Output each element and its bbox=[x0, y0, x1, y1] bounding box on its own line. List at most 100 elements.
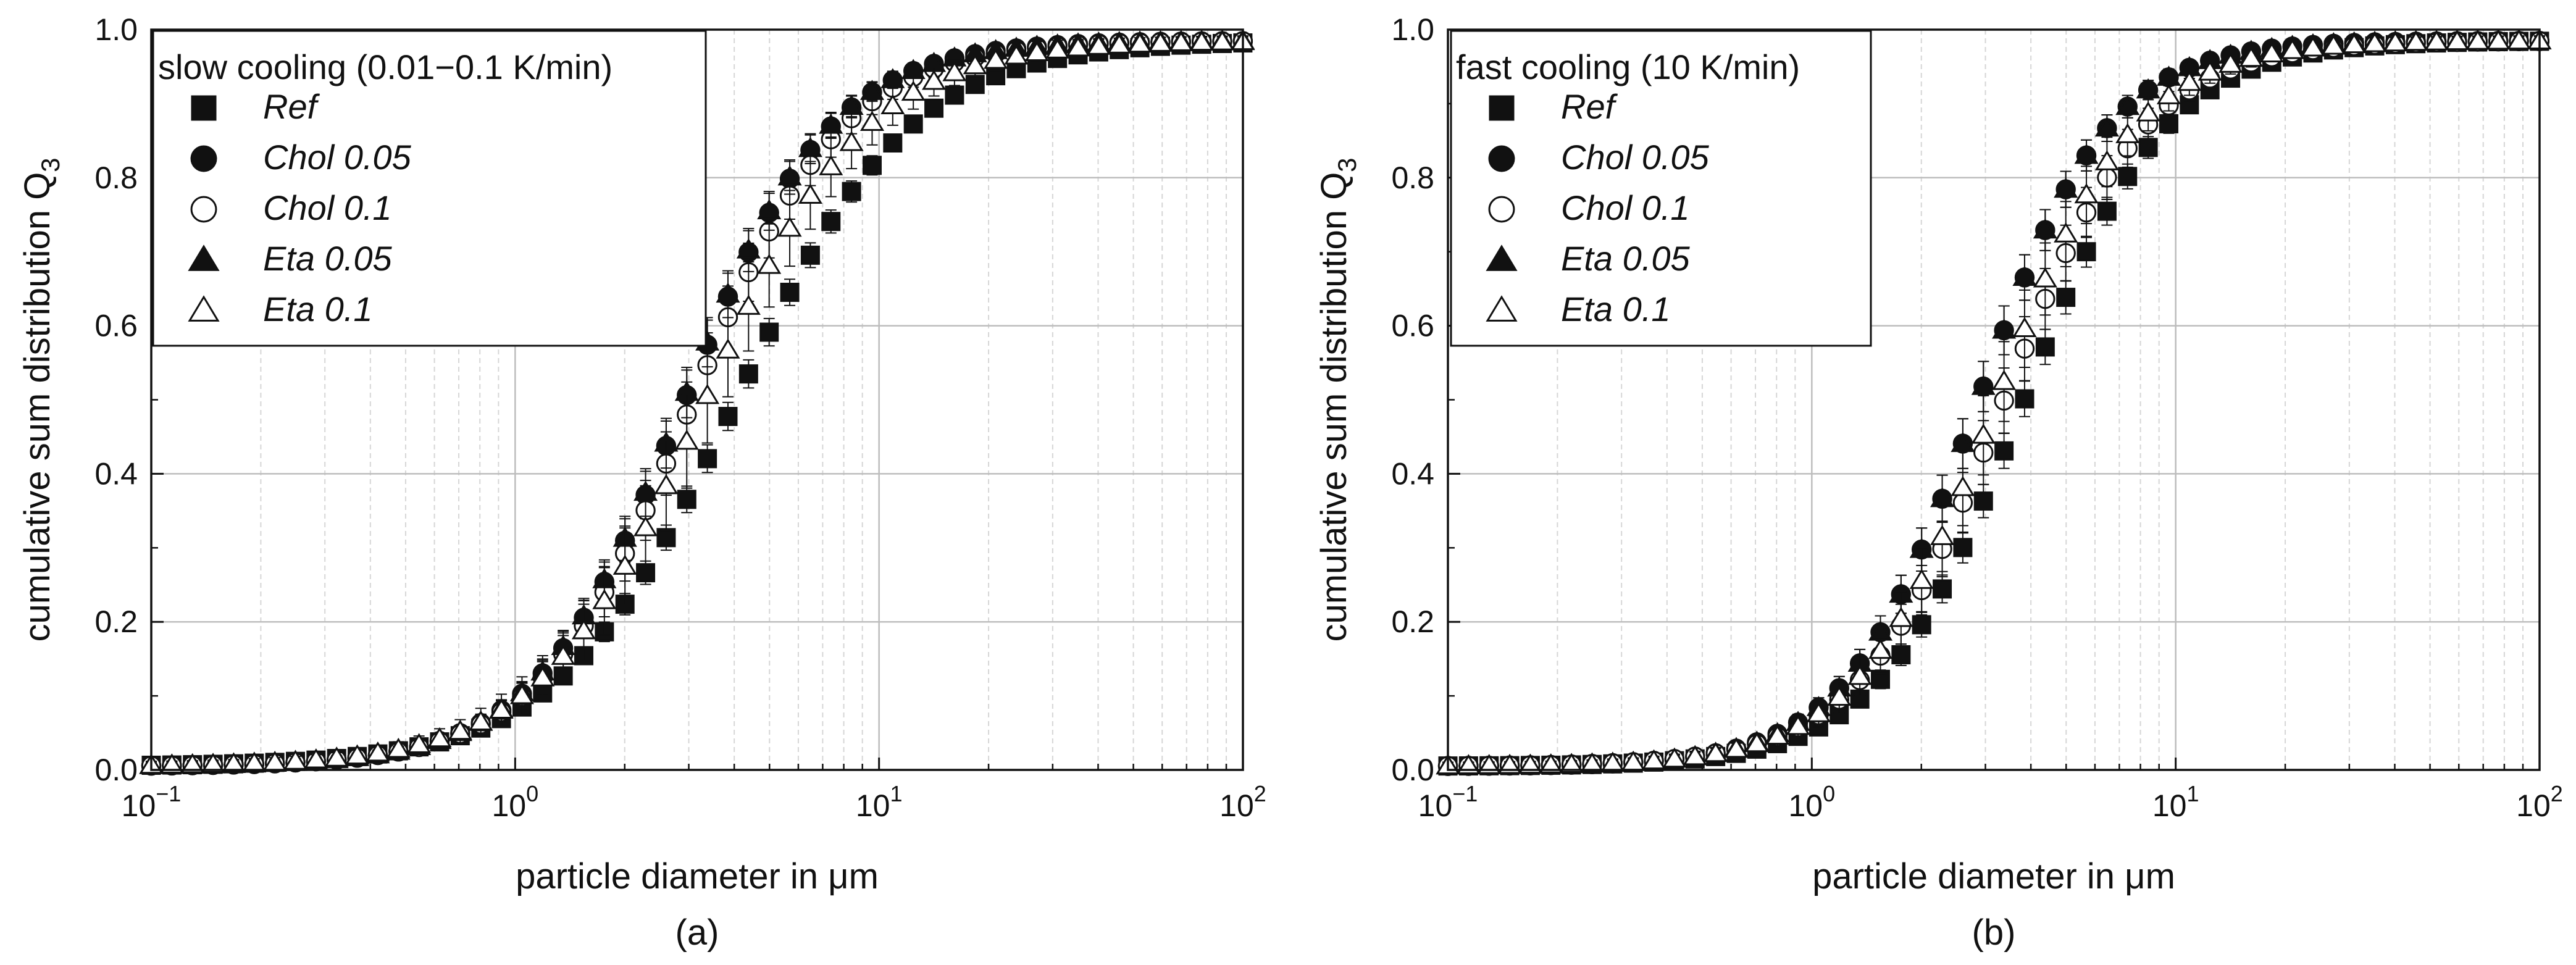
data-point bbox=[1169, 31, 1194, 51]
y-tick-label: 0.2 bbox=[94, 604, 138, 639]
data-point bbox=[1642, 749, 1666, 770]
data-point bbox=[1045, 38, 1070, 59]
data-point bbox=[839, 94, 864, 115]
data-point bbox=[880, 94, 905, 115]
data-point bbox=[2012, 317, 2037, 337]
y-axis-label-subscript: 3 bbox=[1332, 157, 1361, 172]
data-point bbox=[407, 733, 432, 753]
data-point bbox=[2259, 42, 2284, 63]
data-point bbox=[901, 80, 926, 101]
legend-box bbox=[1450, 30, 1872, 347]
data-point bbox=[1992, 369, 2017, 390]
data-point bbox=[1579, 752, 1605, 773]
data-point bbox=[921, 69, 947, 90]
data-point bbox=[924, 98, 944, 118]
grid bbox=[151, 30, 1243, 770]
x-tick-label: 101 bbox=[2152, 781, 2199, 823]
data-point bbox=[2198, 60, 2222, 81]
data-point bbox=[2138, 138, 2158, 157]
data-point bbox=[965, 75, 985, 94]
data-point bbox=[819, 155, 843, 175]
y-axis-label-subscript: 3 bbox=[36, 157, 65, 172]
data-point bbox=[2056, 288, 2076, 307]
plot-frame bbox=[1447, 28, 2541, 771]
data-point bbox=[2136, 101, 2160, 122]
legend-label: Ref bbox=[263, 87, 320, 126]
data-point bbox=[1148, 31, 1173, 52]
y-tick-label: 0.4 bbox=[1391, 456, 1434, 491]
data-point bbox=[1066, 36, 1090, 57]
legend-label: Ref bbox=[1561, 87, 1618, 126]
x-tick-label: 10−1 bbox=[122, 781, 182, 823]
x-tick-base: 10 bbox=[1789, 788, 1823, 823]
legend-marker bbox=[190, 145, 217, 172]
data-point bbox=[1127, 32, 1152, 53]
data-point bbox=[1889, 606, 1913, 627]
data-point bbox=[1786, 714, 1810, 735]
data-point bbox=[1559, 753, 1584, 774]
legend-marker bbox=[1488, 196, 1515, 223]
data-point bbox=[2097, 201, 2117, 221]
x-tick-label: 101 bbox=[856, 781, 903, 823]
data-point bbox=[2035, 337, 2055, 357]
y-axis-label-main: cumulative sum distribution Q bbox=[1314, 172, 1354, 642]
data-point bbox=[777, 165, 802, 186]
legend-marker bbox=[191, 95, 217, 121]
data-point bbox=[2076, 242, 2096, 262]
data-point bbox=[1497, 753, 1522, 774]
data-point bbox=[180, 753, 205, 774]
legend-title: slow cooling (0.01−0.1 K/min) bbox=[158, 48, 613, 86]
y-tick-label: 1.0 bbox=[94, 12, 138, 47]
x-tick-exponent: 1 bbox=[890, 781, 902, 806]
data-point bbox=[759, 322, 779, 342]
data-point bbox=[984, 48, 1008, 69]
data-point bbox=[1973, 491, 1993, 511]
y-tick-label: 0.8 bbox=[94, 161, 138, 195]
x-axis-label: particle diameter in μm bbox=[1812, 856, 2175, 896]
y-tick-label: 0.2 bbox=[1391, 604, 1434, 639]
data-point bbox=[386, 737, 411, 758]
data-point bbox=[1909, 569, 1934, 589]
data-point bbox=[2239, 46, 2264, 67]
data-point bbox=[551, 645, 575, 665]
data-point bbox=[1953, 538, 1973, 558]
series-eta-0-1 bbox=[1436, 29, 2552, 775]
data-point bbox=[716, 282, 740, 303]
data-point bbox=[2218, 52, 2243, 73]
y-tick-label: 0.8 bbox=[1391, 161, 1434, 195]
data-point bbox=[1477, 754, 1502, 774]
legend-entry: Chol 0.1 bbox=[190, 188, 392, 227]
data-point bbox=[798, 136, 822, 157]
y-tick-label: 0.6 bbox=[94, 309, 138, 343]
legend-label: Chol 0.1 bbox=[263, 188, 392, 227]
data-series bbox=[1436, 29, 2552, 776]
x-tick-base: 10 bbox=[2152, 788, 2187, 823]
data-point bbox=[509, 683, 534, 704]
data-series bbox=[139, 29, 1255, 776]
series-eta-0-1 bbox=[139, 30, 1255, 774]
data-point bbox=[1024, 41, 1049, 62]
data-point bbox=[695, 383, 720, 404]
data-point bbox=[1933, 579, 1952, 599]
data-point bbox=[304, 748, 328, 769]
data-point bbox=[633, 516, 658, 537]
data-point bbox=[448, 719, 472, 740]
legend-label: Eta 0.05 bbox=[263, 239, 392, 278]
data-point bbox=[859, 111, 885, 131]
x-axis-label: particle diameter in μm bbox=[516, 856, 879, 896]
x-tick-exponent: 0 bbox=[526, 781, 538, 806]
data-point bbox=[2054, 177, 2078, 198]
data-point bbox=[1912, 615, 1931, 635]
data-point bbox=[595, 622, 614, 641]
y-axis-label: cumulative sum distribution Q3 bbox=[17, 157, 65, 641]
data-point bbox=[2424, 30, 2449, 51]
data-point bbox=[2321, 34, 2346, 55]
data-point bbox=[821, 212, 841, 232]
x-tick-base: 10 bbox=[1418, 788, 1453, 823]
x-tick-exponent: −1 bbox=[1452, 781, 1478, 806]
data-point bbox=[1539, 753, 1563, 774]
data-point bbox=[2362, 31, 2387, 52]
legend-marker bbox=[1486, 295, 1518, 322]
data-point bbox=[1683, 745, 1707, 766]
